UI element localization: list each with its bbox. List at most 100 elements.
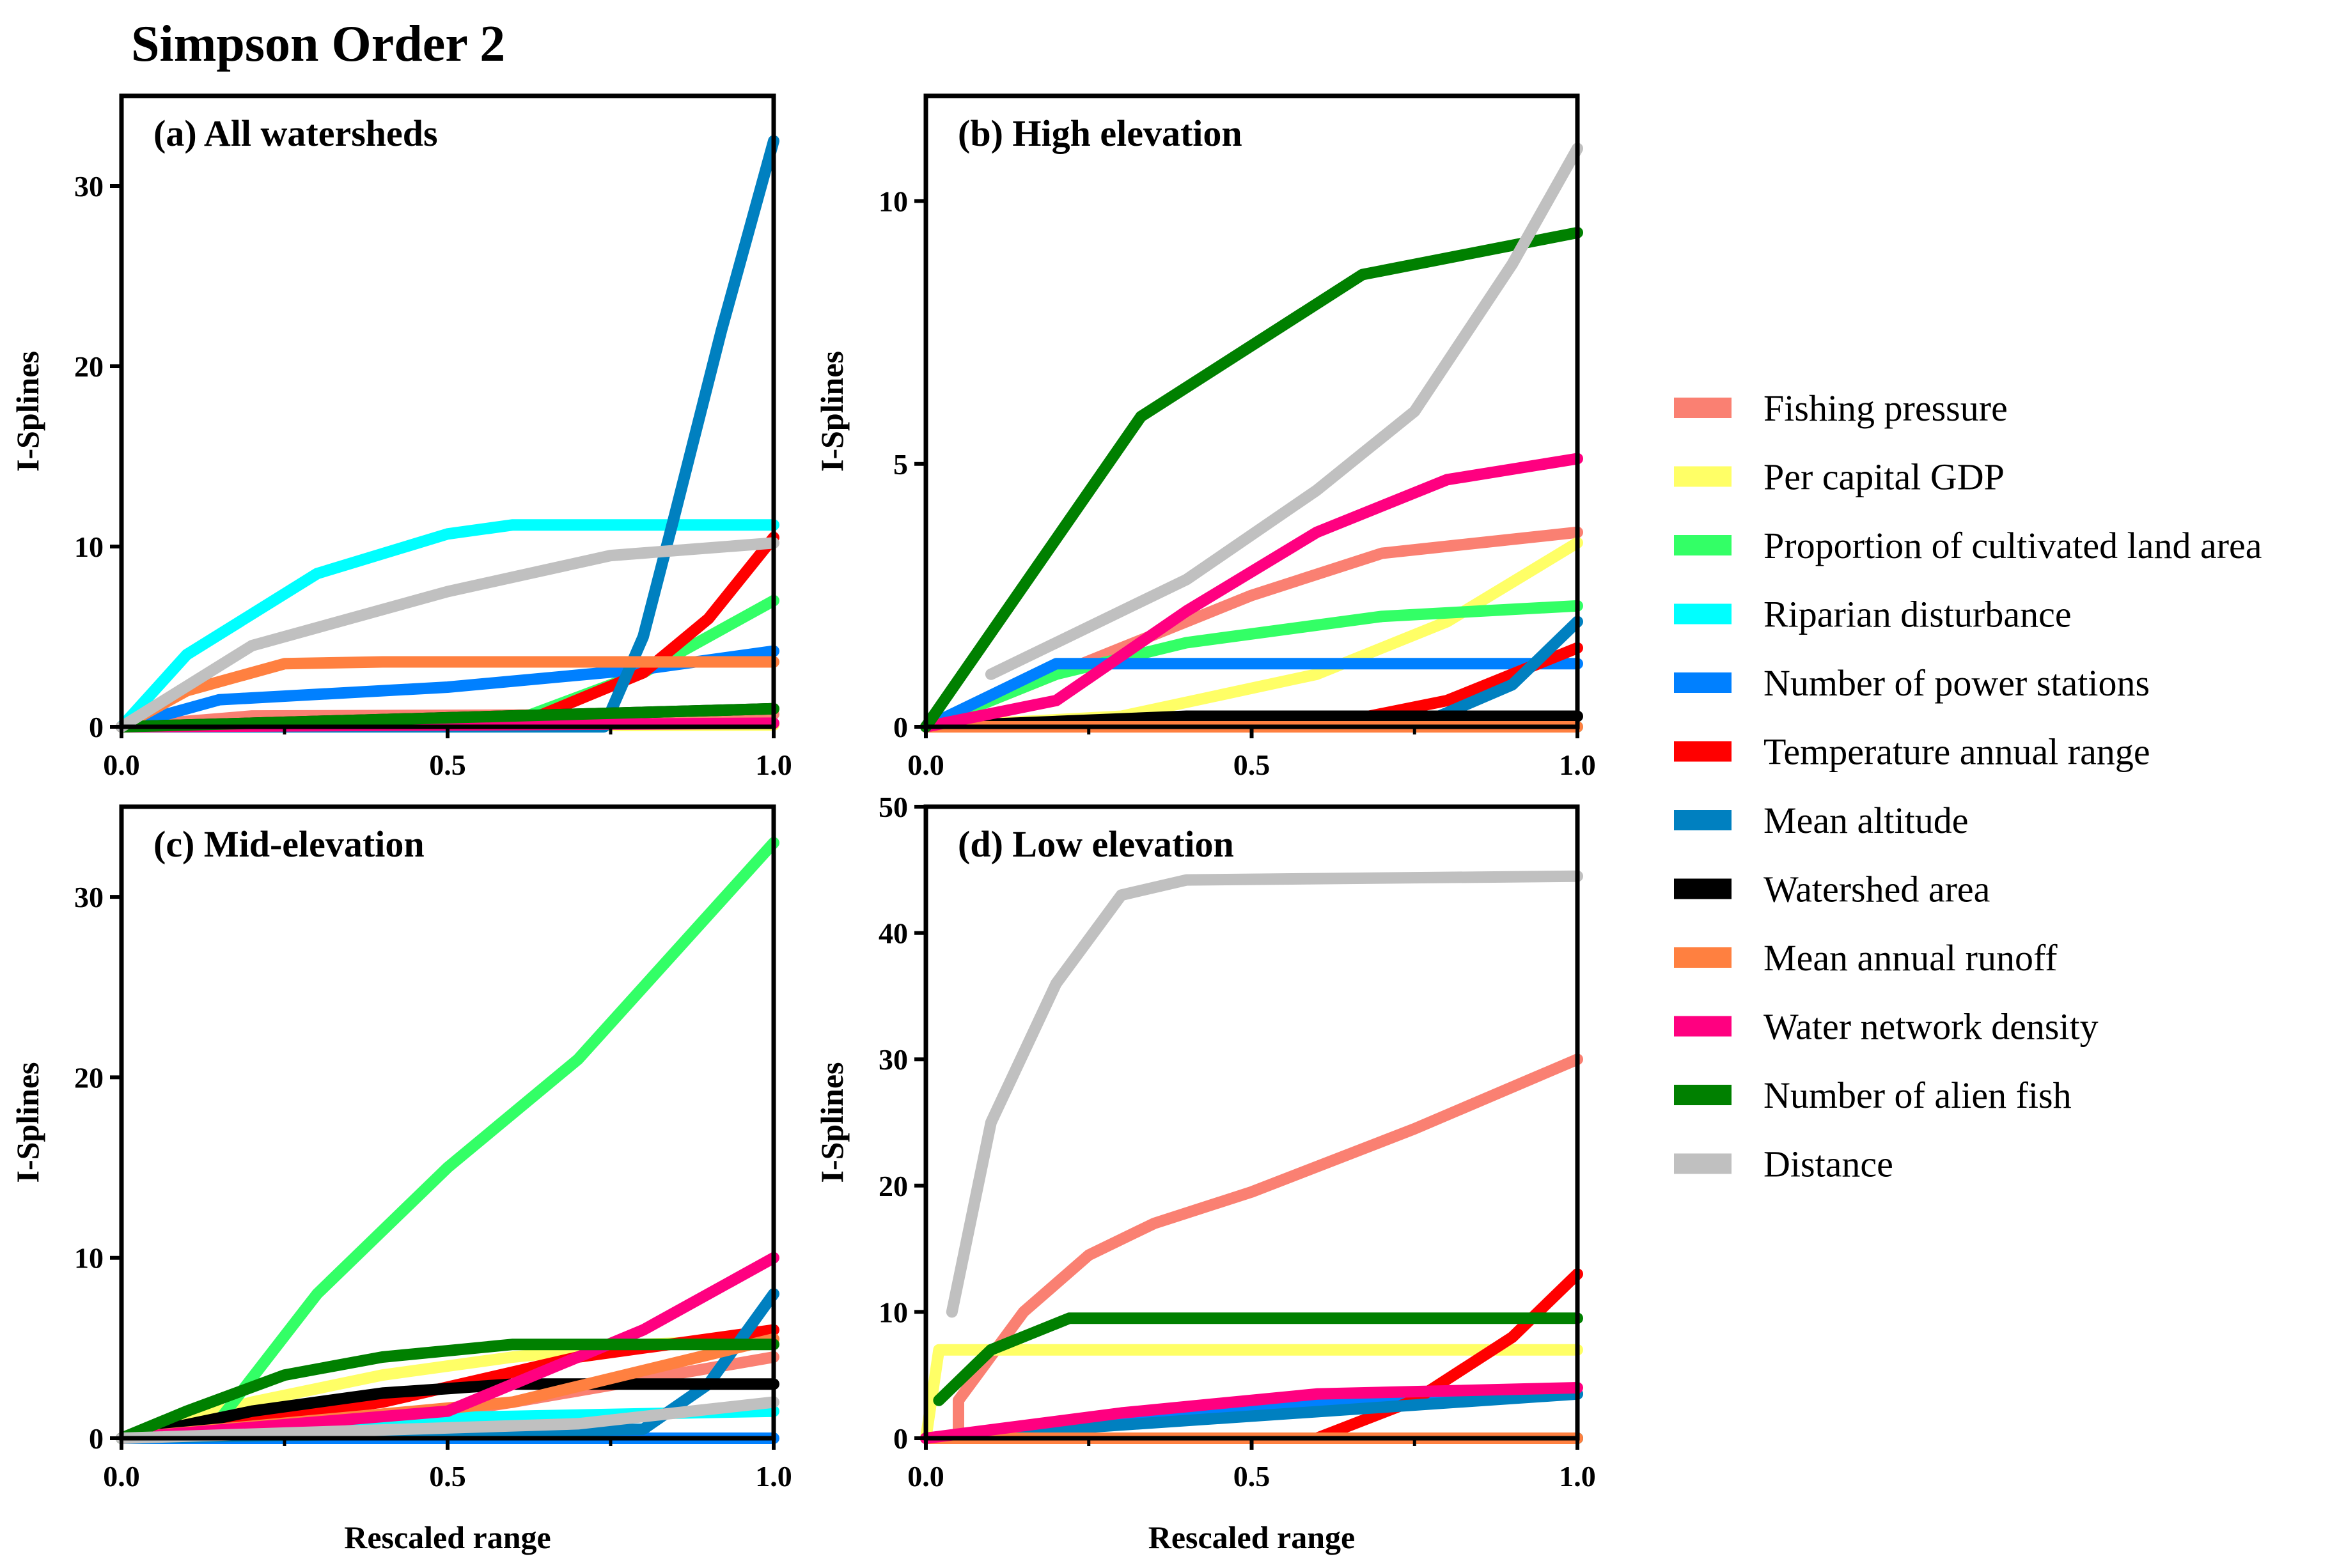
series-line-riparian-disturbance	[116, 519, 779, 733]
chart-panel-2: 0.0 0.5 1.0 0 5 10 (b) High elevation I-Splines	[814, 93, 1596, 781]
legend-label: Mean altitude	[1763, 800, 1969, 841]
series-line-number-of-alien-fish	[116, 1339, 779, 1444]
y-tick-label: 20	[74, 350, 104, 383]
panel-title: (b) High elevation	[958, 113, 1242, 154]
legend-label: Number of alien fish	[1763, 1075, 2072, 1116]
legend-swatch	[1674, 878, 1732, 899]
legend-label: Proportion of cultivated land area	[1763, 525, 2262, 566]
series-line-mean-altitude	[920, 1388, 1583, 1444]
x-tick-label: 0.0	[103, 1460, 140, 1493]
legend-item: Fishing pressure	[1674, 387, 2008, 429]
y-axis-label: I-Splines	[10, 1062, 45, 1183]
legend-label: Mean annual runoff	[1763, 937, 2058, 979]
legend-swatch	[1674, 672, 1732, 693]
y-tick-label: 10	[74, 531, 104, 563]
series-line-distance	[116, 1396, 779, 1444]
y-tick-label: 0	[893, 711, 908, 743]
y-tick-label: 30	[74, 170, 104, 203]
legend-label: Per capital GDP	[1763, 456, 2005, 498]
x-axis-label: Rescaled range	[1148, 1519, 1356, 1555]
legend-label: Number of power stations	[1763, 662, 2150, 704]
x-tick-label: 0.5	[1233, 749, 1271, 781]
series-line-distance	[946, 870, 1583, 1318]
legend-swatch	[1674, 810, 1732, 830]
series-line-proportion-of-cultivated-land-area	[920, 600, 1583, 733]
legend-swatch	[1674, 1016, 1732, 1037]
y-tick-label: 30	[74, 881, 104, 913]
legend-swatch	[1674, 1085, 1732, 1105]
legend-item: Watershed area	[1674, 869, 1990, 910]
legend-label: Temperature annual range	[1763, 731, 2150, 773]
figure-title: Simpson Order 2	[131, 16, 505, 72]
series-line-fishing-pressure	[953, 1053, 1583, 1444]
legend-label: Watershed area	[1763, 869, 1990, 910]
series-line-water-network-density	[920, 1382, 1583, 1444]
y-tick-label: 0	[89, 1422, 104, 1455]
legend-item: Number of power stations	[1674, 662, 2150, 704]
y-axis-label: I-Splines	[814, 351, 850, 472]
legend-swatch	[1674, 741, 1732, 762]
series-line-water-network-density	[116, 1252, 779, 1444]
y-tick-label: 5	[893, 448, 908, 481]
x-tick-label: 0.5	[429, 749, 466, 781]
series-line-number-of-alien-fish	[116, 702, 779, 733]
legend-swatch	[1674, 603, 1732, 625]
y-tick-label: 10	[74, 1242, 104, 1275]
legend-item: Per capital GDP	[1674, 456, 2005, 498]
chart-panel-1: 0.0 0.5 1.0 0 10 20 30 (a) All watersheds I-Spli…	[10, 93, 792, 781]
y-tick-label: 10	[879, 1296, 908, 1328]
x-tick-label: 0.5	[1233, 1460, 1271, 1493]
legend-label: Fishing pressure	[1763, 387, 2008, 429]
legend-label: Water network density	[1763, 1006, 2099, 1048]
legend: Fishing pressure Per capital GDP Proportio…	[1674, 387, 2262, 1185]
legend-item: Proportion of cultivated land area	[1674, 525, 2262, 566]
series-line-number-of-alien-fish	[933, 1312, 1583, 1406]
legend-swatch	[1674, 466, 1732, 487]
legend-item: Riparian disturbance	[1674, 594, 2072, 635]
x-tick-label: 0.0	[907, 749, 944, 781]
legend-swatch	[1674, 947, 1732, 968]
panel-title: (d) Low elevation	[958, 823, 1234, 865]
legend-label: Riparian disturbance	[1763, 594, 2072, 635]
x-tick-label: 1.0	[755, 1460, 792, 1493]
y-tick-label: 0	[893, 1422, 908, 1455]
legend-label: Distance	[1763, 1144, 1893, 1185]
x-tick-label: 1.0	[755, 749, 792, 781]
series-line-number-of-alien-fish	[920, 226, 1583, 733]
legend-item: Mean annual runoff	[1674, 937, 2058, 979]
y-tick-label: 10	[879, 185, 908, 218]
legend-item: Mean altitude	[1674, 800, 1969, 841]
legend-swatch	[1674, 1153, 1732, 1174]
legend-item: Number of alien fish	[1674, 1075, 2072, 1116]
x-axis-label: Rescaled range	[344, 1519, 551, 1555]
series-line-number-of-power-stations	[920, 658, 1583, 733]
panel-title: (a) All watersheds	[153, 113, 438, 154]
x-tick-label: 1.0	[1559, 1460, 1596, 1493]
y-tick-label: 0	[89, 711, 104, 743]
legend-item: Temperature annual range	[1674, 731, 2150, 773]
x-tick-label: 1.0	[1559, 749, 1596, 781]
y-axis-label: I-Splines	[814, 1062, 850, 1183]
y-axis-label: I-Splines	[10, 351, 45, 472]
y-tick-label: 30	[879, 1043, 908, 1076]
legend-item: Water network density	[1674, 1006, 2099, 1048]
legend-swatch	[1674, 398, 1732, 418]
y-tick-label: 40	[879, 917, 908, 950]
y-tick-label: 20	[879, 1170, 908, 1202]
y-tick-label: 20	[74, 1061, 104, 1094]
x-tick-label: 0.0	[103, 749, 140, 781]
legend-item: Distance	[1674, 1144, 1893, 1185]
series-line-distance	[985, 143, 1583, 680]
series-line-per-capital-gdp	[920, 1344, 1583, 1444]
panel-title: (c) Mid-elevation	[153, 823, 425, 865]
chart-panel-4: 0.0 0.5 1.0 0 10 20 30 40 50 (d) Low elevation I-S…	[814, 791, 1596, 1555]
series-line-water-network-density	[920, 453, 1583, 733]
chart-panel-3: 0.0 0.5 1.0 0 10 20 30 (c) Mid-elevation I-Splin…	[10, 804, 792, 1555]
legend-swatch	[1674, 535, 1732, 555]
plot-frame	[923, 804, 1580, 1441]
x-tick-label: 0.0	[907, 1460, 944, 1493]
x-tick-label: 0.5	[429, 1460, 466, 1493]
y-tick-label: 50	[879, 791, 908, 823]
series-line-distance	[116, 537, 779, 733]
